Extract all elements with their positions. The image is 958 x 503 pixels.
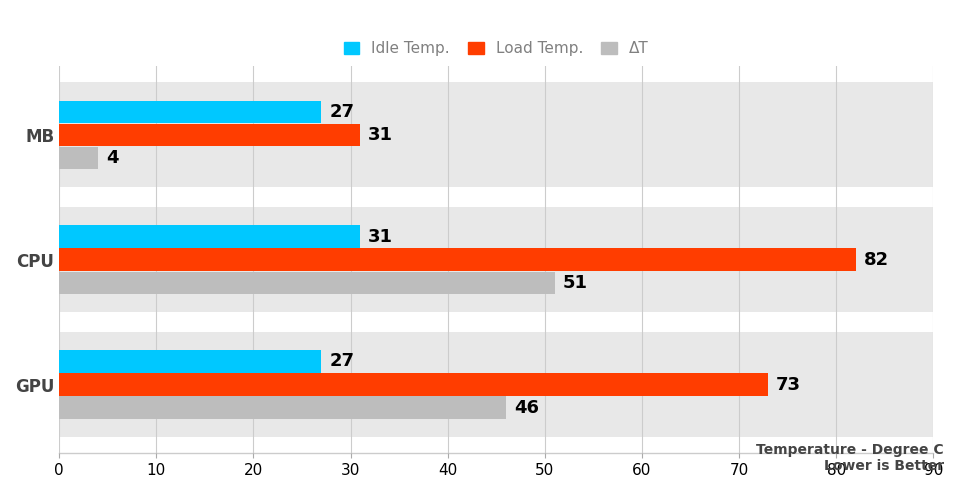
Text: Temperature - Degree C
Lower is Better: Temperature - Degree C Lower is Better	[756, 443, 944, 473]
Text: 27: 27	[330, 103, 354, 121]
Bar	[59, 332, 933, 437]
Text: 27: 27	[330, 353, 354, 371]
Bar	[59, 147, 98, 169]
Bar	[59, 373, 768, 396]
Bar	[59, 124, 360, 146]
Bar	[59, 101, 322, 123]
Legend: Idle Temp., Load Temp., ΔT: Idle Temp., Load Temp., ΔT	[338, 35, 655, 62]
Bar	[59, 225, 360, 248]
Bar	[59, 272, 555, 294]
Bar	[59, 82, 933, 187]
Text: 51: 51	[562, 274, 587, 292]
Text: 73: 73	[776, 376, 801, 393]
Bar	[59, 396, 506, 419]
Text: 4: 4	[105, 149, 119, 167]
Bar	[59, 350, 322, 373]
Bar	[59, 207, 933, 312]
Text: 82: 82	[863, 250, 888, 269]
Text: 31: 31	[368, 126, 393, 144]
Bar	[59, 248, 855, 271]
Text: 31: 31	[368, 228, 393, 245]
Text: 46: 46	[513, 399, 538, 416]
